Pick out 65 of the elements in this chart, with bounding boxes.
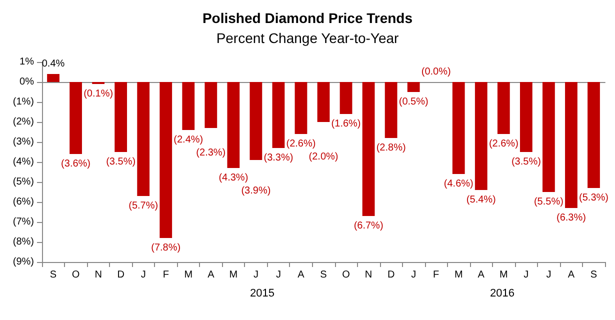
data-label: (0.1%) [84, 88, 114, 100]
data-label: (2.3%) [196, 148, 226, 158]
data-label: (1.6%) [331, 118, 361, 130]
data-label: (4.6%) [444, 178, 474, 190]
data-label: (2.8%) [376, 142, 406, 154]
data-label: (6.7%) [354, 220, 384, 232]
x-tick-label: M [454, 270, 463, 280]
data-label: (0.5%) [398, 96, 428, 108]
text: 2016 [490, 288, 514, 300]
chart-title: Polished Diamond Price Trends [202, 10, 413, 26]
y-tick-label: (2%) [12, 116, 34, 128]
data-label: (2.6%) [286, 138, 316, 150]
x-tick-label: S [50, 270, 57, 280]
data-label: (5.4%) [466, 194, 496, 206]
x-tick-label: S [320, 270, 328, 280]
y-tick-label: (3%) [12, 136, 34, 148]
x-tick-label: J [524, 270, 529, 280]
data-label: 0.4% [42, 58, 65, 70]
data-label: (4.3%) [218, 172, 248, 184]
data-label: (3.6%) [61, 158, 91, 170]
x-tick-label: A [298, 270, 305, 280]
y-tick-label: 1% [20, 56, 34, 68]
x-tick-label: J [253, 270, 258, 280]
x-tick-label: J [140, 270, 146, 280]
x-tick-label: J [411, 270, 416, 280]
y-tick-label: (5%) [12, 176, 34, 188]
data-label: (3.9%) [241, 186, 271, 196]
x-tick-label: J [546, 270, 552, 280]
x-tick-label: M [229, 270, 238, 280]
data-label: (5.3%) [579, 192, 608, 204]
x-tick-label: M [184, 270, 193, 280]
data-label: (3.3%) [264, 152, 294, 164]
x-tick-label: O [72, 270, 80, 280]
y-tick-label: 0% [20, 76, 34, 88]
chart-subtitle: Percent Change Year-to-Year [216, 30, 400, 46]
data-label: (5.5%) [534, 196, 564, 208]
x-tick-label: M [499, 270, 508, 280]
x-tick-label: A [208, 270, 215, 280]
data-label: (2.0%) [308, 152, 338, 162]
data-label: (2.6%) [488, 138, 518, 150]
data-label: (3.5%) [106, 156, 136, 168]
data-label: (3.5%) [511, 156, 541, 168]
x-tick-label: N [364, 270, 372, 280]
x-tick-label: N [94, 270, 102, 280]
data-label: (7.8%) [151, 242, 181, 254]
y-tick-label: (7%) [12, 216, 34, 228]
y-tick-label: (9%) [12, 256, 34, 268]
x-tick-label: A [478, 270, 485, 280]
data-label: (0.0%) [421, 66, 451, 78]
x-tick-label: D [387, 270, 395, 280]
y-tick-label: (8%) [12, 236, 34, 248]
x-tick-label: F [433, 270, 440, 280]
text: 2015 [250, 288, 274, 300]
x-tick-label: D [117, 270, 124, 280]
data-label: (2.4%) [174, 134, 204, 146]
x-tick-label: J [276, 270, 281, 280]
y-tick-label: (1%) [12, 96, 34, 108]
y-tick-label: (6%) [12, 196, 34, 208]
data-label: (5.7%) [128, 200, 158, 212]
x-tick-label: F [162, 270, 169, 280]
x-tick-label: O [342, 270, 350, 280]
y-tick-label: (4%) [12, 156, 34, 168]
x-tick-label: S [590, 270, 598, 280]
x-tick-label: A [568, 270, 575, 280]
data-label: (6.3%) [556, 212, 586, 224]
